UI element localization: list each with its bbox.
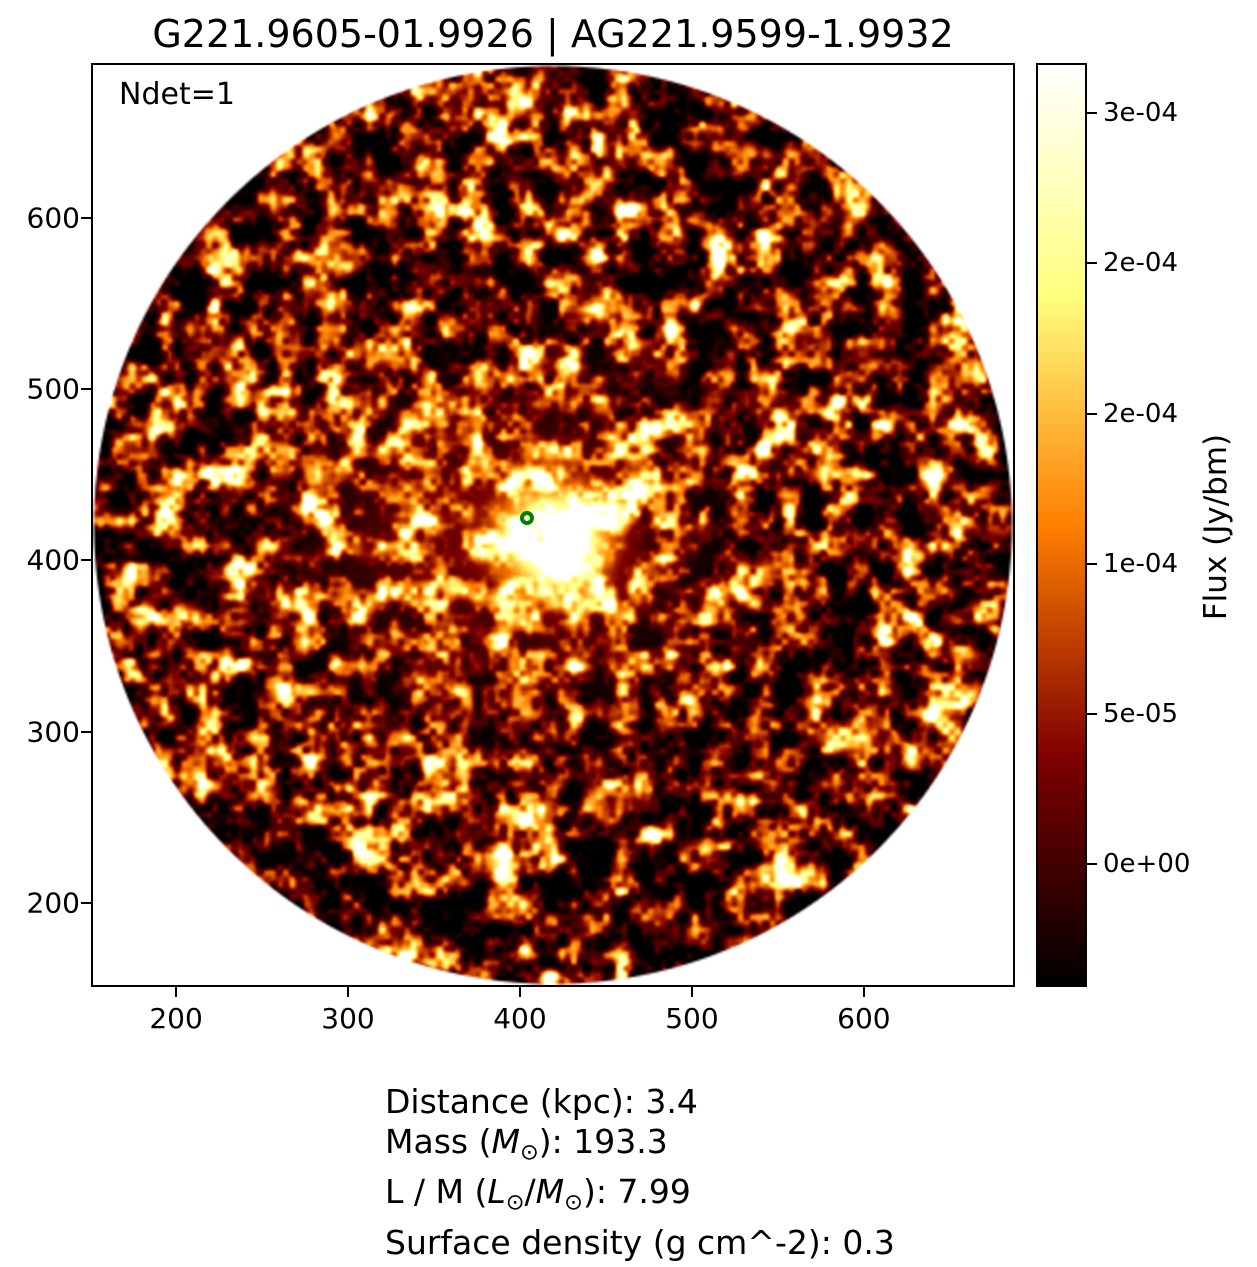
colorbar-tick-mark bbox=[1087, 712, 1097, 715]
colorbar-tick-mark bbox=[1087, 412, 1097, 415]
stat-text: Surface density (g cm^-2): 0.3 bbox=[385, 1222, 895, 1262]
stat-text: ⊙ bbox=[564, 1189, 583, 1216]
stat-line: Surface density (g cm^-2): 0.3 bbox=[385, 1223, 895, 1263]
flux-map-canvas bbox=[93, 65, 1013, 985]
y-tick-mark bbox=[81, 901, 91, 904]
x-tick-label: 200 bbox=[149, 1002, 203, 1035]
y-tick-mark bbox=[81, 730, 91, 733]
y-tick-mark bbox=[81, 216, 91, 219]
stat-line: L / M (L⊙/M⊙): 7.99 bbox=[385, 1172, 895, 1222]
colorbar-tick-label: 1e-04 bbox=[1103, 548, 1179, 579]
x-tick-mark bbox=[347, 987, 350, 997]
x-tick-label: 500 bbox=[665, 1002, 719, 1035]
x-tick-mark bbox=[862, 987, 865, 997]
x-tick-mark bbox=[175, 987, 178, 997]
plot-area: Ndet=1 bbox=[91, 63, 1015, 987]
colorbar-gradient bbox=[1038, 65, 1085, 985]
x-tick-mark bbox=[518, 987, 521, 997]
source-marker-icon bbox=[519, 510, 534, 525]
y-tick-label: 200 bbox=[26, 886, 80, 920]
y-tick-label: 300 bbox=[26, 715, 80, 749]
plot-title: G221.9605-01.9926 | AG221.9599-1.9932 bbox=[152, 12, 954, 56]
stat-line: Mass (M⊙): 193.3 bbox=[385, 1122, 895, 1172]
ndet-annotation: Ndet=1 bbox=[119, 77, 235, 112]
x-tick-mark bbox=[690, 987, 693, 997]
colorbar-tick-mark bbox=[1087, 112, 1097, 115]
stats-block: Distance (kpc): 3.4 Mass (M⊙): 193.3 L / M… bbox=[385, 1082, 895, 1263]
stat-text: ⊙ bbox=[505, 1189, 525, 1216]
stat-line: Distance (kpc): 3.4 bbox=[385, 1082, 895, 1122]
colorbar-tick-mark bbox=[1087, 262, 1097, 265]
colorbar-tick-mark bbox=[1087, 862, 1097, 865]
stat-text: ): 193.3 bbox=[538, 1122, 668, 1161]
colorbar bbox=[1036, 63, 1087, 987]
stat-text: M bbox=[491, 1122, 520, 1161]
stat-text: M bbox=[535, 1172, 565, 1212]
stat-text: ⊙ bbox=[519, 1139, 539, 1166]
stat-text: ): 7.99 bbox=[582, 1172, 691, 1212]
colorbar-tick-mark bbox=[1087, 562, 1097, 565]
y-tick-label: 500 bbox=[26, 372, 80, 406]
colorbar-axis-label: Flux (Jy/bm) bbox=[1198, 433, 1234, 621]
stat-text: Distance (kpc): 3.4 bbox=[385, 1082, 698, 1121]
y-tick-mark bbox=[81, 559, 91, 562]
y-tick-label: 400 bbox=[26, 543, 80, 577]
x-tick-label: 400 bbox=[493, 1002, 547, 1035]
x-tick-label: 600 bbox=[837, 1002, 891, 1035]
stat-text: L bbox=[487, 1172, 506, 1212]
y-tick-label: 600 bbox=[26, 201, 80, 235]
colorbar-tick-label: 2e-04 bbox=[1103, 398, 1179, 429]
colorbar-tick-label: 3e-04 bbox=[1103, 98, 1179, 129]
y-tick-mark bbox=[81, 388, 91, 391]
colorbar-tick-label: 2e-04 bbox=[1103, 248, 1179, 279]
colorbar-tick-label: 0e+00 bbox=[1103, 848, 1191, 879]
x-tick-label: 300 bbox=[321, 1002, 375, 1035]
stat-text: L / M ( bbox=[385, 1172, 488, 1212]
stat-text: / bbox=[524, 1172, 536, 1212]
stat-text: Mass ( bbox=[385, 1122, 492, 1161]
colorbar-tick-label: 5e-05 bbox=[1103, 698, 1179, 729]
